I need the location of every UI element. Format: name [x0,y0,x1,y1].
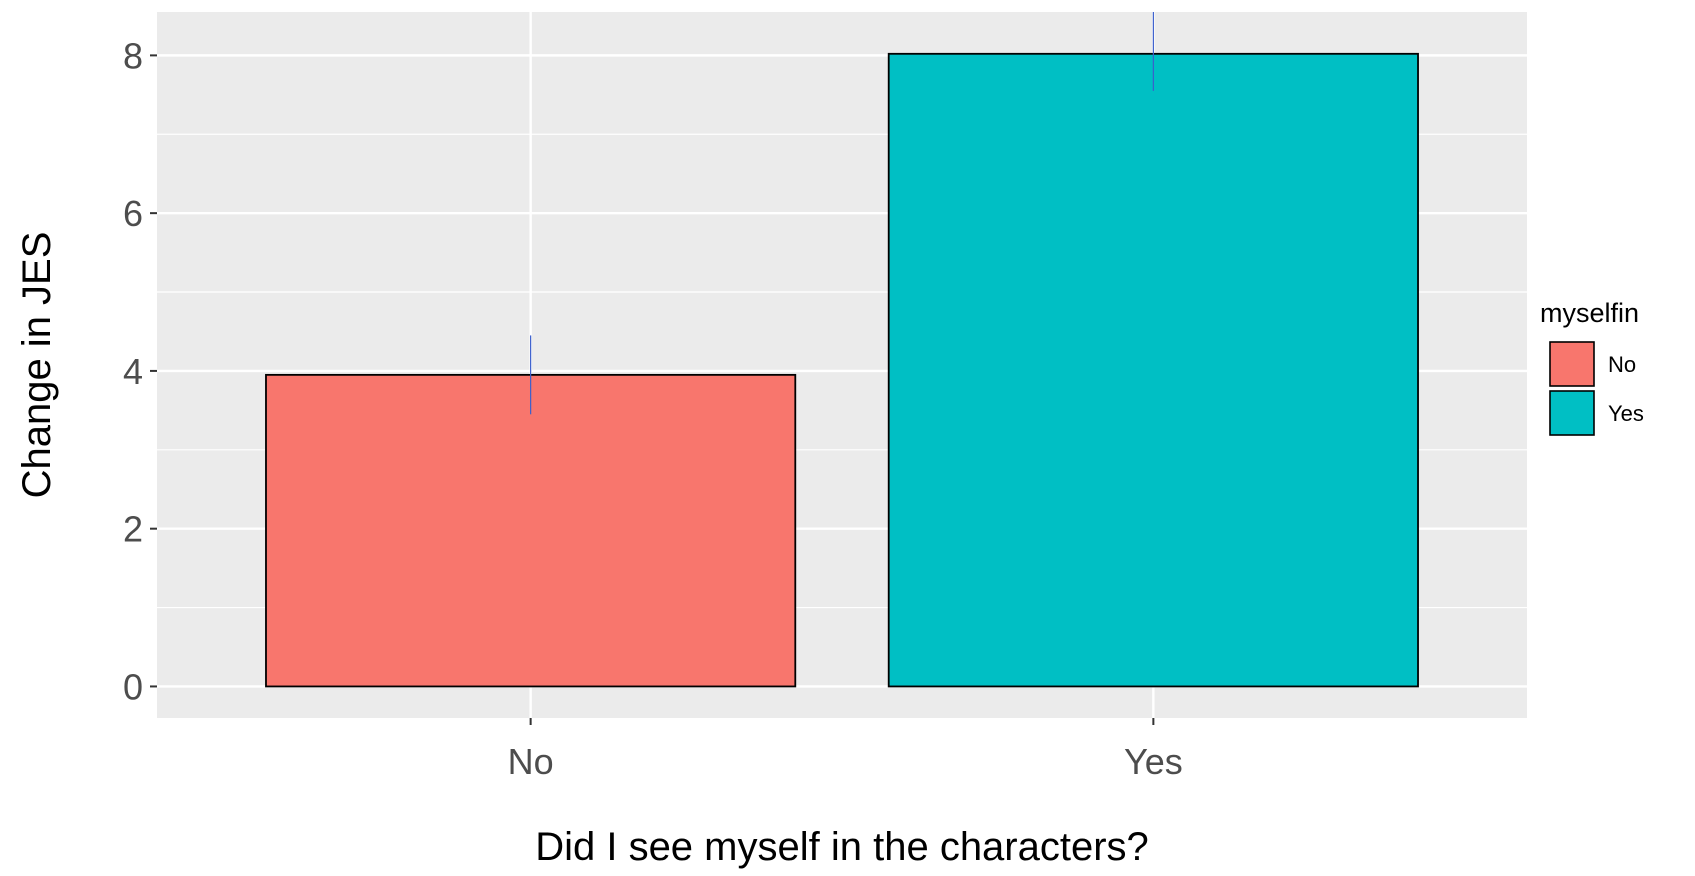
y-axis: 0 2 4 6 8 [123,35,157,707]
x-tick-label: Yes [1124,741,1183,782]
bar-yes [887,52,1419,688]
y-tick-label: 0 [123,666,143,707]
x-tick-label: No [508,741,554,782]
legend-label-no: No [1608,352,1636,377]
y-tick-label: 2 [123,509,143,550]
y-tick-label: 6 [123,193,143,234]
error-bars [530,12,1154,415]
legend-key-yes [1549,390,1595,436]
y-tick-label: 8 [123,35,143,76]
x-axis-title: Did I see myself in the characters? [535,825,1149,869]
legend-title: myselfin [1540,298,1639,328]
legend: myselfin No Yes [1540,298,1644,436]
y-tick-label: 4 [123,351,143,392]
bar-no [265,373,797,688]
x-axis: No Yes [508,718,1183,782]
y-axis-title: Change in JES [15,232,59,499]
bars [265,52,1419,688]
legend-key-no [1549,341,1595,387]
legend-label-yes: Yes [1608,401,1644,426]
